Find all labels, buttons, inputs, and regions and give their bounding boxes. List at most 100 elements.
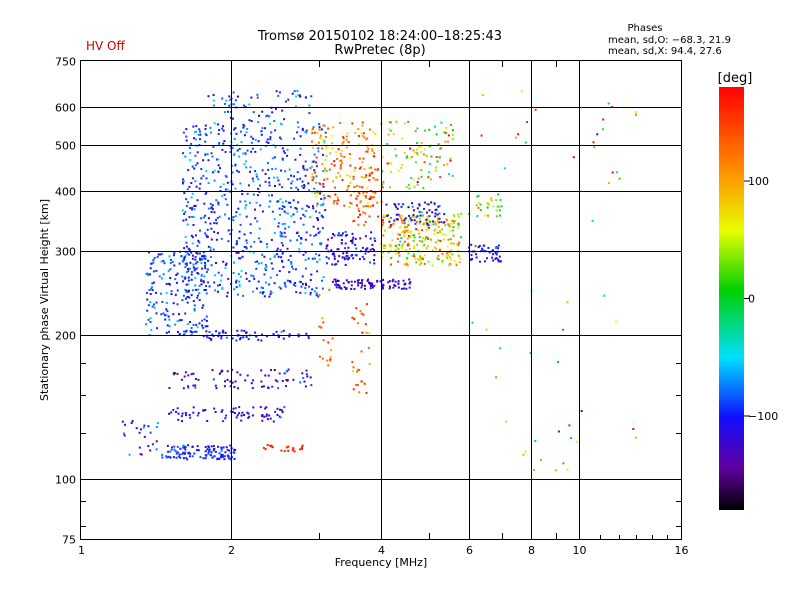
data-point <box>313 257 316 260</box>
data-point <box>439 239 442 242</box>
data-point <box>197 239 200 242</box>
data-point <box>270 131 273 134</box>
data-point <box>271 194 273 197</box>
data-point <box>449 242 452 245</box>
data-point <box>322 182 325 185</box>
data-point <box>350 284 353 287</box>
data-point <box>405 263 408 266</box>
data-point <box>397 248 400 251</box>
data-point <box>190 273 193 276</box>
data-point <box>295 186 298 189</box>
data-point <box>224 451 227 454</box>
data-point <box>227 277 230 280</box>
data-point <box>204 257 207 260</box>
data-point <box>344 247 346 250</box>
data-point <box>278 336 280 338</box>
data-point <box>192 300 195 303</box>
data-point <box>408 286 411 289</box>
data-point <box>156 422 159 425</box>
data-point <box>264 173 267 175</box>
data-point <box>343 286 346 289</box>
data-point <box>292 213 295 216</box>
data-point <box>364 287 366 290</box>
data-point <box>449 263 452 265</box>
y-tick-label: 200 <box>55 330 76 343</box>
data-point <box>297 126 300 129</box>
data-point <box>300 237 303 240</box>
data-point <box>366 150 369 153</box>
data-point <box>145 272 148 275</box>
data-point <box>320 191 323 194</box>
data-point <box>195 449 198 452</box>
data-point <box>438 217 441 220</box>
data-point <box>281 186 284 189</box>
data-point <box>213 179 216 182</box>
data-point <box>314 171 317 174</box>
data-point <box>389 245 392 248</box>
data-point <box>217 335 220 338</box>
data-point <box>265 115 268 118</box>
data-point <box>303 168 306 171</box>
data-point <box>186 323 189 326</box>
data-point <box>267 142 270 144</box>
data-point <box>420 211 423 214</box>
data-point <box>169 450 172 453</box>
data-point <box>517 133 520 136</box>
data-point <box>193 205 196 207</box>
data-point <box>353 280 356 283</box>
data-point <box>593 146 596 149</box>
data-point <box>149 317 152 320</box>
data-point <box>369 128 371 131</box>
data-point <box>329 355 332 358</box>
data-point <box>288 271 291 274</box>
data-point <box>446 163 449 166</box>
data-point <box>395 120 398 123</box>
data-point <box>449 159 452 162</box>
data-point <box>220 274 223 277</box>
data-point <box>281 147 284 150</box>
data-point <box>305 373 308 376</box>
data-point <box>337 148 340 151</box>
data-point <box>342 135 345 138</box>
data-point <box>401 221 404 224</box>
data-point <box>212 99 215 102</box>
data-point <box>320 204 322 207</box>
data-point <box>221 409 224 412</box>
data-point <box>271 210 274 213</box>
data-point <box>234 380 237 383</box>
data-point <box>422 187 425 189</box>
data-point <box>197 412 200 415</box>
data-point <box>175 274 178 276</box>
data-point <box>408 244 411 247</box>
data-point <box>369 282 372 285</box>
data-point <box>361 331 364 334</box>
data-point <box>415 216 418 219</box>
data-point <box>212 104 215 107</box>
data-point <box>317 191 320 194</box>
data-point <box>170 290 173 293</box>
data-point <box>183 247 186 250</box>
data-point <box>492 249 494 252</box>
data-point <box>222 331 225 334</box>
data-point <box>166 310 169 313</box>
data-point <box>199 138 201 141</box>
data-point <box>363 258 366 261</box>
data-point <box>167 450 170 453</box>
data-point <box>277 179 280 182</box>
data-point <box>176 451 179 454</box>
data-point <box>451 174 454 177</box>
data-point <box>147 425 150 428</box>
data-point <box>193 452 196 455</box>
x-tick-label: 10 <box>573 544 587 557</box>
data-point <box>455 244 458 247</box>
data-point <box>314 195 317 198</box>
data-point <box>152 259 155 262</box>
data-point <box>198 322 201 325</box>
data-point <box>182 260 185 263</box>
data-point <box>213 230 216 233</box>
data-point <box>425 247 428 250</box>
data-point <box>176 372 179 375</box>
data-point <box>199 182 202 185</box>
data-point <box>231 410 234 413</box>
